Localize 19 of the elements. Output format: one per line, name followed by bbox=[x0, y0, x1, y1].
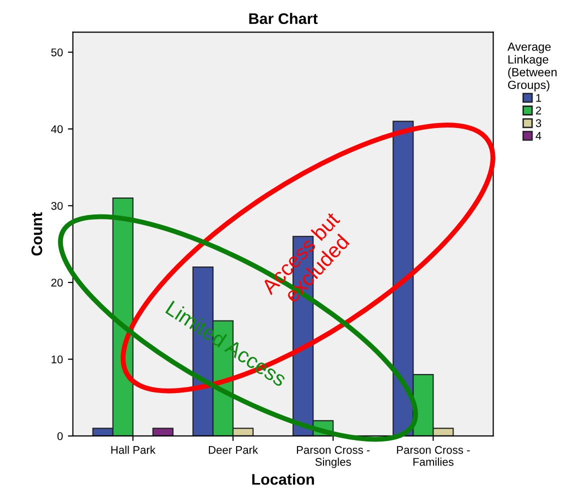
chart-title: Bar Chart bbox=[249, 12, 318, 24]
y-axis-title: Count bbox=[31, 212, 42, 256]
legend-title: Average Linkage (Between Groups) bbox=[507, 42, 557, 92]
y-tick-label: 0 bbox=[57, 432, 63, 440]
legend-label: 2 bbox=[536, 106, 542, 114]
legend-label: 1 bbox=[536, 94, 542, 102]
y-tick-label: 20 bbox=[51, 278, 63, 287]
legend-label: 4 bbox=[536, 132, 542, 140]
x-tick-label: Parson Cross - Families bbox=[397, 446, 470, 466]
x-tick-label: Deer Park bbox=[208, 446, 258, 454]
y-tick-label: 40 bbox=[51, 125, 63, 134]
x-tick-label: Hall Park bbox=[111, 446, 156, 454]
legend-label: 3 bbox=[536, 119, 542, 128]
x-axis-title: Location bbox=[252, 474, 314, 485]
y-tick-label: 10 bbox=[52, 355, 63, 364]
y-tick-label: 30 bbox=[51, 202, 63, 210]
y-tick-label: 50 bbox=[51, 48, 63, 56]
bar bbox=[152, 428, 174, 436]
x-tick-label: Parson Cross - Singles bbox=[296, 446, 370, 468]
